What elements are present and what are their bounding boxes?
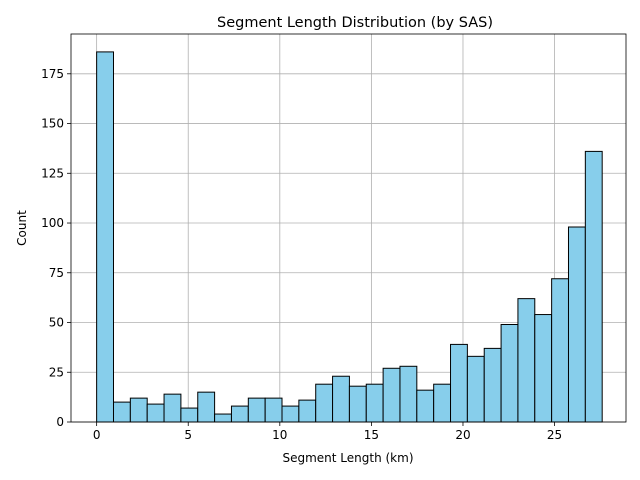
y-tick-label: 50 xyxy=(49,316,64,330)
plot-frame xyxy=(70,33,627,423)
y-tick-label: 175 xyxy=(41,67,64,81)
histogram-bar xyxy=(281,405,300,423)
histogram-bar xyxy=(230,405,249,423)
y-axis-label: Count xyxy=(15,210,29,246)
x-tick-label: 10 xyxy=(272,428,287,442)
histogram-bar xyxy=(163,393,182,423)
y-axis-ticks: 0 25 50 75 100 125 150 175 xyxy=(41,67,71,429)
histogram-bar xyxy=(298,399,317,423)
histogram-bar xyxy=(584,150,603,423)
histogram-bar xyxy=(517,298,536,423)
histogram-bar xyxy=(247,397,266,423)
histogram-bar xyxy=(365,383,384,423)
y-tick-label: 150 xyxy=(41,117,64,131)
histogram-bar xyxy=(534,314,553,423)
x-axis-label: Segment Length (km) xyxy=(282,451,413,465)
y-tick-label: 25 xyxy=(49,365,64,379)
chart-title: Segment Length Distribution (by SAS) xyxy=(217,15,493,31)
y-tick-label: 0 xyxy=(56,415,64,429)
y-tick-label: 125 xyxy=(41,166,64,180)
histogram-bar xyxy=(399,365,418,423)
histogram-bar xyxy=(146,403,165,423)
histogram-bar xyxy=(433,383,452,423)
histogram-bar xyxy=(450,343,468,423)
y-tick-label: 100 xyxy=(41,216,64,230)
x-tick-label: 25 xyxy=(547,428,562,442)
histogram-bar xyxy=(332,375,350,423)
histogram-bar xyxy=(264,397,283,423)
histogram-bar xyxy=(382,367,401,423)
histogram-bar xyxy=(466,355,485,423)
histogram-bar xyxy=(197,391,216,423)
histogram-bar xyxy=(348,385,367,423)
grid-lines xyxy=(71,34,626,423)
histogram-bar xyxy=(416,389,435,423)
histogram-bar xyxy=(180,407,199,423)
x-tick-label: 20 xyxy=(455,428,470,442)
x-tick-label: 15 xyxy=(364,428,379,442)
histogram-bar xyxy=(315,383,334,423)
x-axis-ticks: 0 5 10 15 20 25 xyxy=(93,422,562,442)
histogram-bar xyxy=(500,324,519,423)
y-tick-label: 75 xyxy=(49,266,64,280)
histogram-bar xyxy=(96,51,114,423)
histogram-bar xyxy=(483,347,502,423)
x-tick-label: 5 xyxy=(184,428,192,442)
x-tick-label: 0 xyxy=(93,428,101,442)
histogram-bars xyxy=(96,51,603,423)
histogram-bar xyxy=(112,401,131,423)
histogram-bar xyxy=(214,413,232,423)
histogram-bar xyxy=(129,397,148,423)
histogram-bar xyxy=(551,278,569,423)
histogram-bar xyxy=(567,226,586,423)
